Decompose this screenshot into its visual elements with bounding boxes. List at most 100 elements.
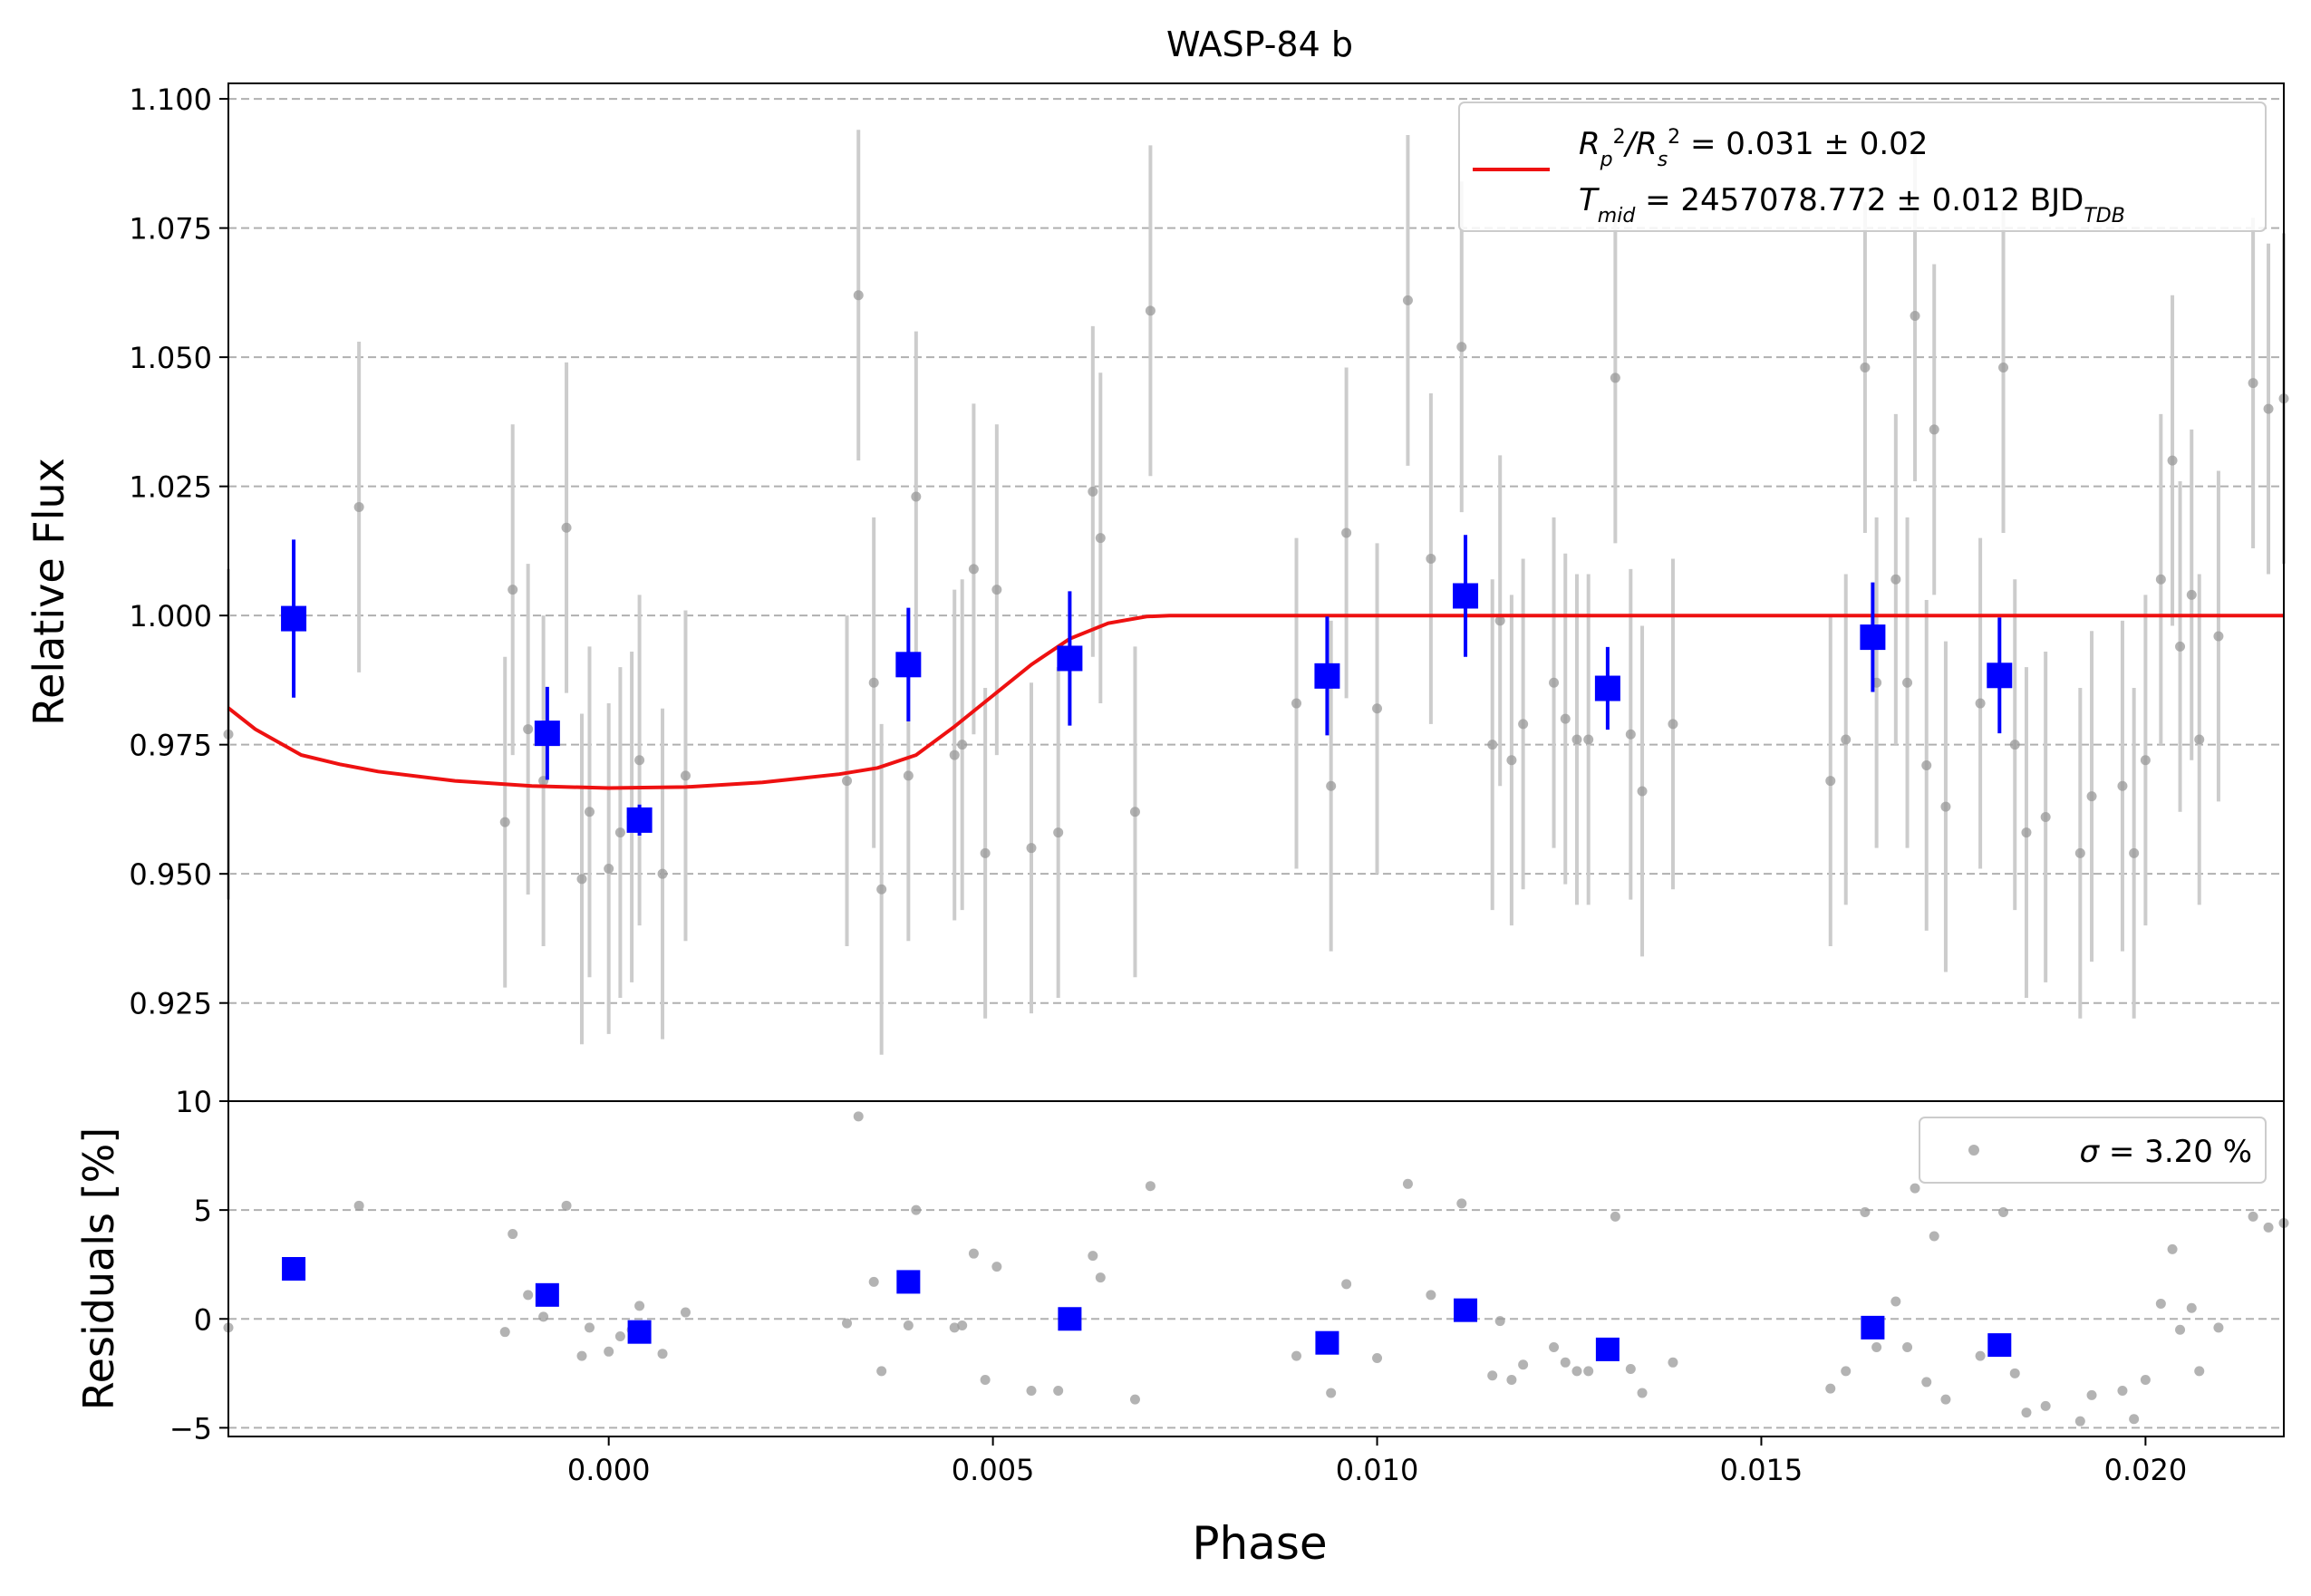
raw-residual-point xyxy=(2194,1366,2205,1377)
raw-flux-point xyxy=(614,827,625,838)
raw-flux-point xyxy=(499,817,510,827)
raw-flux-point xyxy=(657,868,668,879)
raw-flux-point xyxy=(2117,780,2128,791)
bottom-panel-grid xyxy=(228,1209,2284,1429)
raw-residual-point xyxy=(1637,1388,1648,1398)
raw-flux-point xyxy=(1402,295,1413,305)
raw-flux-point xyxy=(911,491,922,502)
raw-residual-point xyxy=(957,1320,968,1330)
raw-flux-point xyxy=(1571,734,1582,745)
raw-flux-point xyxy=(1975,698,1986,709)
legend-radius-ratio-value: = 0.031 ± 0.02 xyxy=(1680,126,1928,162)
raw-flux-point xyxy=(1583,734,1594,745)
raw-flux-point xyxy=(1560,713,1571,724)
raw-residual-point xyxy=(1610,1211,1620,1222)
x-tick-label: 0.000 xyxy=(567,1453,651,1487)
raw-flux-point xyxy=(2140,755,2151,766)
top-legend: Rp2/Rs2 = 0.031 ± 0.02 Tmid = 2457078.77… xyxy=(1458,102,2267,232)
raw-flux-point xyxy=(634,755,645,766)
raw-residual-point xyxy=(2263,1222,2274,1233)
raw-residual-point xyxy=(2175,1324,2186,1335)
raw-residual-point xyxy=(1975,1350,1986,1361)
raw-residual-point xyxy=(842,1318,853,1329)
raw-flux-point xyxy=(1456,342,1467,353)
raw-residual-point xyxy=(680,1307,691,1318)
binned-flux-point xyxy=(1314,663,1340,689)
raw-residual-point xyxy=(1929,1231,1939,1242)
raw-residual-point xyxy=(1841,1366,1852,1377)
raw-residual-point xyxy=(523,1290,534,1301)
raw-residual-point xyxy=(1825,1383,1836,1394)
bottom-raw-residuals xyxy=(223,1111,2289,1427)
bottom-y-tick-label: 5 xyxy=(194,1194,212,1228)
x-axis-ticks: 0.000 0.005 0.010 0.015 0.020 xyxy=(567,1436,2187,1487)
raw-residual-point xyxy=(2074,1416,2085,1427)
raw-flux-point xyxy=(1610,372,1620,383)
binned-flux-point xyxy=(281,605,307,632)
raw-flux-point xyxy=(1625,729,1636,740)
raw-residual-point xyxy=(949,1322,960,1333)
raw-residual-point xyxy=(604,1346,614,1357)
raw-flux-point xyxy=(1910,311,1920,322)
raw-residual-point xyxy=(614,1330,625,1341)
raw-flux-point xyxy=(1487,740,1498,750)
top-raw-points xyxy=(223,290,2289,895)
raw-flux-point xyxy=(1929,424,1939,435)
raw-flux-point xyxy=(1129,807,1140,817)
raw-flux-point xyxy=(903,770,914,781)
top-y-tick-label: 0.925 xyxy=(129,987,212,1021)
legend-rs-sub: s xyxy=(1658,149,1668,171)
raw-flux-point xyxy=(2021,827,2032,838)
raw-flux-point xyxy=(1095,533,1106,544)
raw-flux-point xyxy=(1326,780,1337,791)
binned-flux-point xyxy=(1057,645,1083,672)
raw-residual-point xyxy=(1426,1290,1436,1301)
raw-residual-point xyxy=(1026,1386,1037,1397)
bottom-y-tick-label: 10 xyxy=(175,1085,212,1119)
legend-sigma-value: = 3.20 % xyxy=(2099,1134,2252,1170)
legend-rs-symbol: /R xyxy=(1623,126,1658,162)
legend-rs-sup: 2 xyxy=(1668,126,1680,149)
raw-flux-point xyxy=(1506,755,1517,766)
raw-residual-point xyxy=(576,1350,587,1361)
binned-flux-point xyxy=(1453,583,1479,609)
raw-residual-point xyxy=(1583,1366,1594,1377)
raw-flux-point xyxy=(1841,734,1852,745)
raw-residual-point xyxy=(1560,1357,1571,1368)
legend-rp-sub: p xyxy=(1600,149,1613,171)
raw-flux-point xyxy=(680,770,691,781)
raw-residual-point xyxy=(1487,1370,1498,1381)
raw-residual-point xyxy=(508,1229,518,1240)
legend-residual-marker-sample xyxy=(1968,1145,1979,1156)
top-y-axis-ticks: 0.925 0.950 0.975 1.000 1.025 1.050 1.075 1.100 xyxy=(129,82,228,1021)
y-axis-label-bottom: Residuals [%] xyxy=(74,1127,123,1410)
top-y-tick-label: 0.950 xyxy=(129,857,212,892)
raw-flux-point xyxy=(949,750,960,760)
raw-residual-point xyxy=(538,1311,549,1322)
raw-flux-point xyxy=(868,677,879,688)
binned-residual-point xyxy=(535,1282,559,1307)
raw-flux-point xyxy=(2248,378,2258,389)
raw-residual-point xyxy=(2040,1400,2051,1411)
raw-residual-point xyxy=(1494,1316,1505,1327)
raw-flux-point xyxy=(2009,740,2020,750)
raw-flux-point xyxy=(1426,553,1436,564)
raw-residual-point xyxy=(2186,1302,2197,1313)
legend-radius-ratio-label: Rp2/Rs2 = 0.031 ± 0.02 xyxy=(1579,126,1928,171)
binned-residual-point xyxy=(627,1320,652,1344)
raw-flux-point xyxy=(1940,801,1951,812)
x-tick-label: 0.020 xyxy=(2104,1453,2188,1487)
raw-residual-point xyxy=(2155,1298,2166,1309)
raw-residual-point xyxy=(2021,1407,2032,1418)
raw-flux-point xyxy=(1145,305,1156,316)
raw-residual-point xyxy=(868,1276,879,1287)
binned-residual-point xyxy=(1595,1337,1620,1361)
binned-flux-point xyxy=(1594,675,1620,701)
bottom-panel-frame xyxy=(227,1100,2285,1437)
raw-residual-point xyxy=(657,1349,668,1359)
raw-flux-point xyxy=(584,807,595,817)
raw-residual-point xyxy=(876,1366,887,1377)
raw-residual-point xyxy=(1145,1181,1156,1192)
raw-flux-point xyxy=(1026,843,1037,854)
